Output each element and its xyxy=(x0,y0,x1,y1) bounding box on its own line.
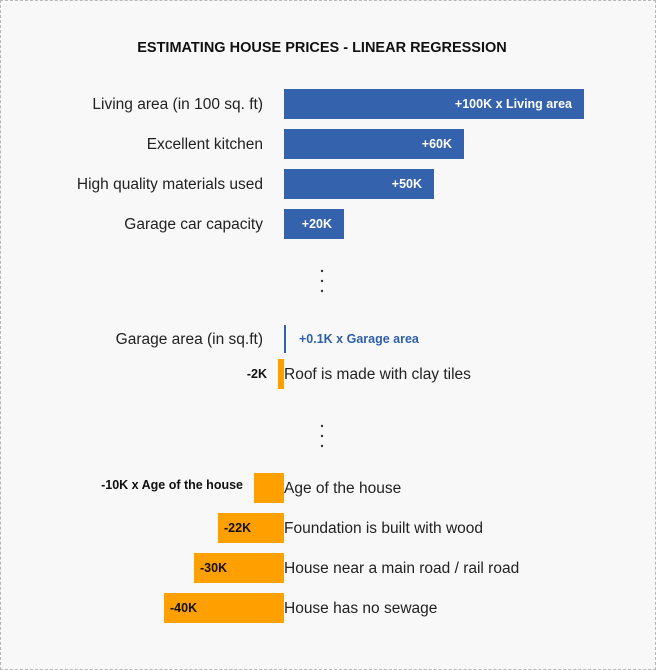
value-label-high-quality-materials-used: +50K xyxy=(392,177,422,191)
category-label-house-near-a-main-road-rail-road: House near a main road / rail road xyxy=(284,560,519,577)
category-label-high-quality-materials-used: High quality materials used xyxy=(77,176,263,193)
value-label-house-near-a-main-road-rail-road: -30K xyxy=(200,561,227,575)
value-label-age-of-the-house: -10K x Age of the house xyxy=(101,478,243,492)
bar-high-quality-materials-used xyxy=(284,169,434,199)
category-label-house-has-no-sewage: House has no sewage xyxy=(284,600,437,617)
category-label-garage-area-in-sq-ft: Garage area (in sq.ft) xyxy=(116,331,263,348)
value-label-excellent-kitchen: +60K xyxy=(422,137,452,151)
category-label-age-of-the-house: Age of the house xyxy=(284,480,401,497)
bar-excellent-kitchen xyxy=(284,129,464,159)
value-label-foundation-is-built-with-wood: -22K xyxy=(224,521,251,535)
ellipsis-dot-0-2 xyxy=(320,289,324,293)
category-label-roof-is-made-with-clay-tiles: Roof is made with clay tiles xyxy=(284,366,471,383)
bar-garage-car-capacity xyxy=(284,209,344,239)
chart-title: ESTIMATING HOUSE PRICES - LINEAR REGRESS… xyxy=(137,40,507,56)
ellipsis-dot-1-2 xyxy=(320,444,324,448)
bar-roof-is-made-with-clay-tiles xyxy=(278,359,284,389)
bar-living-area-in-100-sq-ft xyxy=(284,89,584,119)
ellipsis-dot-1-1 xyxy=(320,434,324,438)
ellipsis-dot-0-0 xyxy=(320,269,324,273)
category-label-excellent-kitchen: Excellent kitchen xyxy=(147,136,263,153)
value-label-garage-area-in-sq-ft: +0.1K x Garage area xyxy=(299,332,420,346)
bar-house-near-a-main-road-rail-road xyxy=(194,553,284,583)
bar-age-of-the-house xyxy=(254,473,284,503)
ellipsis-dot-0-1 xyxy=(320,279,324,283)
ellipsis-dot-1-0 xyxy=(320,424,324,428)
category-label-living-area-in-100-sq-ft: Living area (in 100 sq. ft) xyxy=(92,96,263,113)
category-label-garage-car-capacity: Garage car capacity xyxy=(124,216,263,233)
value-label-house-has-no-sewage: -40K xyxy=(170,601,197,615)
bar-house-has-no-sewage xyxy=(164,593,284,623)
bar-garage-area-in-sq-ft xyxy=(284,325,286,353)
bar-foundation-is-built-with-wood xyxy=(218,513,284,543)
value-label-garage-car-capacity: +20K xyxy=(302,217,332,231)
value-label-roof-is-made-with-clay-tiles: -2K xyxy=(247,367,267,381)
value-label-living-area-in-100-sq-ft: +100K x Living area xyxy=(455,97,573,111)
category-label-foundation-is-built-with-wood: Foundation is built with wood xyxy=(284,520,483,537)
